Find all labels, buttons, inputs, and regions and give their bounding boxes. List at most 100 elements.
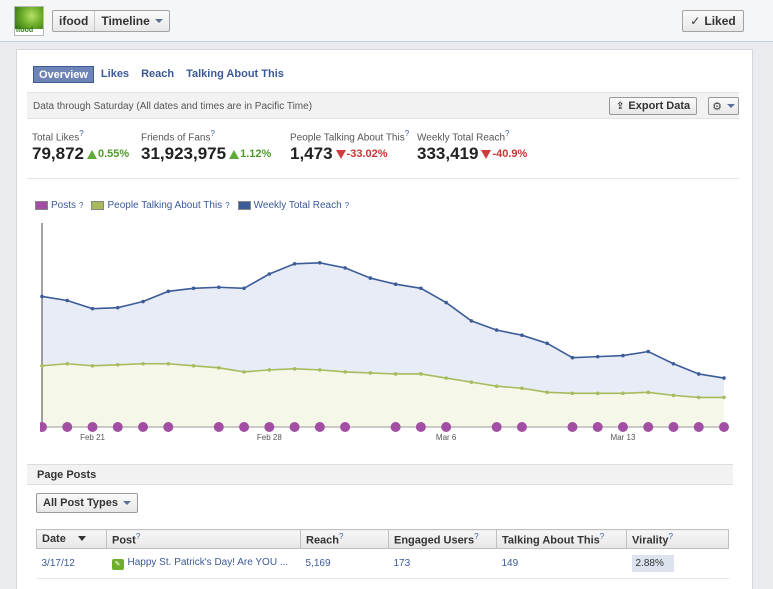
post-marker [340, 422, 351, 432]
view-label: Timeline [101, 14, 150, 28]
legend-swatch [237, 201, 251, 210]
sort-down-icon [77, 536, 86, 541]
tab-overview[interactable]: Overview [33, 66, 94, 83]
reach-point [217, 285, 221, 290]
post-virality-cell: 2.88% [626, 548, 729, 579]
help-icon[interactable]: ? [505, 129, 510, 138]
tab-talking-about-this[interactable]: Talking About This [186, 68, 284, 80]
help-icon[interactable]: ? [404, 129, 410, 138]
page-name[interactable]: ifood [59, 14, 89, 28]
page-header-bar: ifood ifood Timeline ✓ Liked [0, 0, 773, 42]
post-engaged-users[interactable]: 173 [388, 548, 497, 579]
reach-point [343, 266, 347, 270]
column-virality[interactable]: Virality? [626, 529, 729, 549]
help-icon[interactable]: ? [225, 201, 230, 210]
help-icon[interactable]: ? [210, 129, 215, 138]
stat-label: Total Likes [32, 132, 80, 144]
checkmark-icon: ✓ [690, 14, 701, 28]
legend-swatch [35, 201, 48, 210]
tab-likes[interactable]: Likes [100, 68, 130, 80]
post-marker [415, 422, 426, 432]
stat-change: -40.9% [492, 148, 528, 161]
reach-point [393, 282, 398, 286]
legend-posts[interactable]: Posts? [35, 200, 83, 211]
column-reach[interactable]: Reach? [300, 529, 389, 549]
liked-button[interactable]: ✓ Liked [682, 10, 744, 32]
legend-talking[interactable]: People Talking About This? [91, 200, 230, 211]
reach-point [40, 294, 44, 299]
help-icon[interactable]: ? [79, 201, 84, 210]
reach-point [595, 354, 600, 359]
x-tick-label: Mar 6 [436, 433, 457, 442]
legend-label: Posts [51, 200, 77, 211]
post-marker [516, 422, 527, 432]
liked-label: Liked [704, 14, 736, 28]
stat-label: Friends of Fans [141, 132, 211, 144]
reach-point [65, 298, 70, 303]
post-date: 3/17/12 [36, 548, 107, 579]
column-talking-about-this[interactable]: Talking About This? [496, 529, 627, 549]
talking-point [318, 368, 322, 372]
stat-people-talking: People Talking About This? 1,473 -33.02% [290, 129, 409, 164]
post-link[interactable]: Happy St. Patrick's Day! Are YOU ... [127, 557, 289, 568]
talking-point [696, 395, 701, 400]
post-marker [643, 422, 654, 432]
arrow-down-icon [335, 150, 346, 160]
help-icon[interactable]: ? [135, 531, 141, 541]
talking-point [267, 368, 272, 372]
post-marker [40, 422, 47, 432]
post-cell[interactable]: ✎ Happy St. Patrick's Day! Are YOU ... [106, 548, 301, 579]
chevron-down-icon [726, 104, 735, 108]
post-type-filter[interactable]: All Post Types [36, 493, 138, 513]
leaf-logo-icon [15, 7, 43, 29]
column-label: Reach [306, 534, 340, 547]
talking-point [242, 370, 246, 374]
post-marker [617, 422, 628, 432]
data-range-bar: Data through Saturday (All dates and tim… [27, 92, 739, 119]
export-data-button[interactable]: ⇪ Export Data [609, 97, 698, 115]
filter-label: All Post Types [43, 497, 118, 509]
reach-point [191, 286, 196, 291]
insights-panel: Overview Likes Reach Talking About This … [16, 49, 753, 589]
column-post[interactable]: Post? [106, 529, 301, 549]
stat-change: 0.55% [98, 148, 130, 161]
insights-tabs: Overview Likes Reach Talking About This [33, 66, 289, 83]
talking-point [65, 361, 70, 366]
table-row: 3/17/12 ✎ Happy St. Patrick's Day! Are YO… [36, 548, 729, 579]
stat-change: -33.02% [346, 148, 388, 161]
help-icon[interactable]: ? [339, 531, 344, 541]
post-talking[interactable]: 149 [496, 548, 627, 579]
help-icon[interactable]: ? [474, 531, 479, 541]
talking-point [520, 386, 524, 391]
chart-legend: Posts? People Talking About This? Weekly… [35, 200, 349, 211]
legend-label: People Talking About This [107, 200, 223, 211]
stat-weekly-reach: Weekly Total Reach? 333,419 -40.9% [417, 129, 527, 164]
page-switcher[interactable]: ifood Timeline [52, 10, 170, 32]
help-icon[interactable]: ? [668, 531, 673, 541]
stat-label: Weekly Total Reach [417, 132, 506, 144]
post-marker [138, 422, 149, 432]
talking-point [368, 371, 373, 375]
tab-reach[interactable]: Reach [141, 68, 175, 80]
legend-reach[interactable]: Weekly Total Reach? [237, 200, 350, 211]
insights-chart: Feb 21 Feb 28 Mar 6 Mar 13 [40, 223, 729, 442]
column-date[interactable]: Date [36, 529, 107, 549]
reach-point [242, 286, 246, 291]
view-selector[interactable]: Timeline [94, 11, 168, 31]
talking-point [292, 367, 297, 371]
talking-point [570, 391, 575, 396]
talking-point [115, 362, 120, 367]
page-profile-thumbnail[interactable]: ifood [14, 6, 44, 36]
post-reach[interactable]: 5,169 [300, 548, 389, 579]
export-label: Export Data [628, 100, 691, 112]
help-icon[interactable]: ? [79, 129, 84, 138]
reach-line [41, 261, 725, 379]
talking-point [419, 372, 423, 376]
help-icon[interactable]: ? [599, 531, 605, 541]
column-label: Engaged Users [394, 534, 475, 547]
settings-dropdown-button[interactable]: ⚙ [708, 97, 739, 115]
reach-point [267, 272, 272, 276]
column-engaged-users[interactable]: Engaged Users? [388, 529, 497, 549]
chevron-down-icon [154, 19, 163, 23]
help-icon[interactable]: ? [344, 201, 350, 210]
